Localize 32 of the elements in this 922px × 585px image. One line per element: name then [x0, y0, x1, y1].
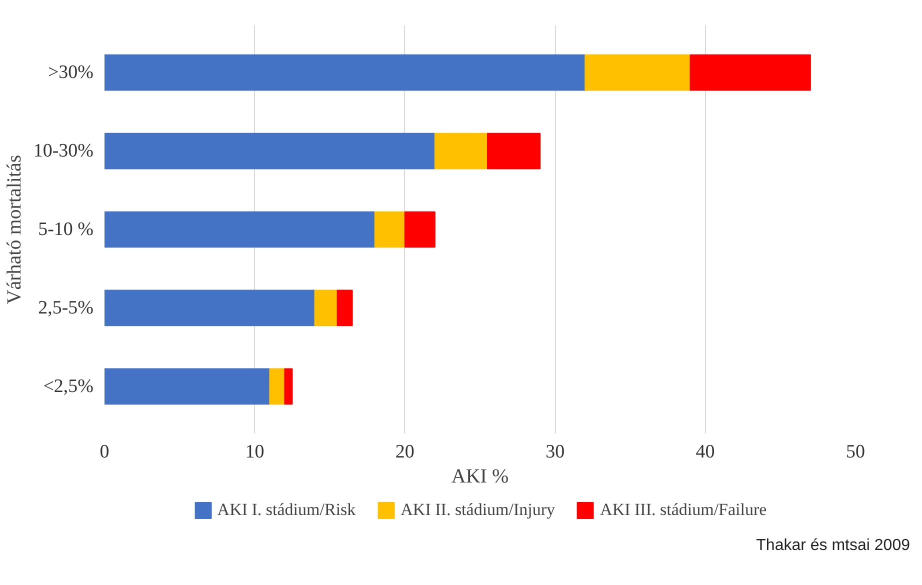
bar	[374, 211, 406, 248]
legend-label: AKI III. stádium/Failure	[600, 500, 767, 520]
bar	[404, 211, 436, 248]
y-tick-label: <2,5%	[43, 376, 94, 397]
bar	[104, 290, 316, 326]
x-axis-title: AKI %	[451, 466, 509, 488]
legend-label: AKI I. stádium/Risk	[217, 500, 356, 520]
x-tick-label: 0	[100, 442, 110, 462]
bar	[434, 132, 488, 170]
y-tick-label: >30%	[48, 62, 94, 84]
bar	[487, 132, 541, 170]
y-tick-label: 2,5-5%	[38, 297, 94, 318]
bar	[284, 368, 293, 405]
x-tick-label: 30	[546, 442, 565, 462]
bar	[314, 290, 338, 326]
bar	[336, 290, 353, 326]
text: Thakar és mtsai 2009	[756, 536, 910, 556]
bar	[690, 54, 811, 91]
y-tick-label: 5-10 %	[38, 219, 94, 240]
bar	[269, 368, 286, 405]
bar	[104, 132, 436, 170]
bar	[104, 368, 270, 405]
y-axis-title: Várható mortalitás	[3, 154, 26, 304]
x-tick-label: 40	[696, 442, 715, 462]
legend-label: AKI II. stádium/Injury	[400, 500, 556, 520]
x-tick-label: 10	[245, 442, 264, 462]
y-tick-label: 10-30%	[33, 140, 94, 162]
bar	[104, 54, 586, 91]
bar	[584, 54, 691, 91]
x-tick-label: 50	[846, 442, 865, 462]
x-tick-label: 20	[395, 442, 414, 462]
bar	[104, 211, 376, 248]
